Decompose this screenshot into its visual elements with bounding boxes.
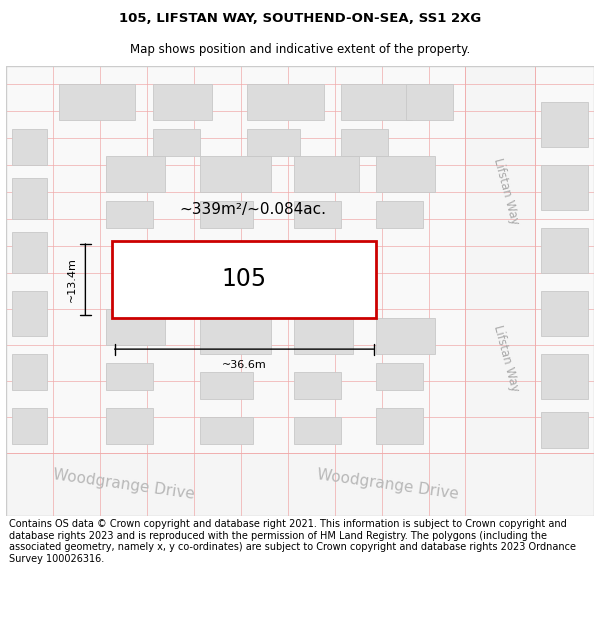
Text: ~36.6m: ~36.6m bbox=[222, 361, 266, 371]
Bar bbox=[12, 354, 47, 389]
Bar bbox=[541, 228, 588, 272]
Bar bbox=[541, 354, 588, 399]
Bar bbox=[112, 241, 376, 318]
Text: Contains OS data © Crown copyright and database right 2021. This information is : Contains OS data © Crown copyright and d… bbox=[9, 519, 576, 564]
Bar bbox=[464, 66, 535, 452]
Text: 105, LIFSTAN WAY, SOUTHEND-ON-SEA, SS1 2XG: 105, LIFSTAN WAY, SOUTHEND-ON-SEA, SS1 2… bbox=[119, 12, 481, 25]
Text: Woodgrange Drive: Woodgrange Drive bbox=[316, 467, 460, 501]
Bar bbox=[541, 102, 588, 147]
Bar bbox=[153, 129, 200, 156]
Bar bbox=[376, 201, 424, 228]
Bar bbox=[106, 362, 153, 389]
Bar bbox=[341, 84, 412, 119]
Bar bbox=[6, 452, 594, 516]
Text: ~339m²/~0.084ac.: ~339m²/~0.084ac. bbox=[179, 202, 326, 217]
Bar bbox=[541, 412, 588, 448]
Bar bbox=[376, 156, 435, 192]
Bar bbox=[106, 309, 165, 344]
Text: Map shows position and indicative extent of the property.: Map shows position and indicative extent… bbox=[130, 42, 470, 56]
Text: ~13.4m: ~13.4m bbox=[67, 257, 77, 302]
Bar bbox=[106, 201, 153, 228]
Bar bbox=[59, 84, 136, 119]
Bar bbox=[406, 84, 453, 119]
Bar bbox=[200, 417, 253, 444]
Bar bbox=[541, 291, 588, 336]
Bar bbox=[247, 84, 323, 119]
Bar bbox=[12, 291, 47, 336]
Bar bbox=[200, 309, 271, 354]
Bar bbox=[12, 408, 47, 444]
Bar bbox=[12, 129, 47, 164]
Bar bbox=[200, 201, 253, 228]
Text: Woodgrange Drive: Woodgrange Drive bbox=[52, 467, 196, 501]
Bar bbox=[541, 164, 588, 209]
Bar bbox=[200, 156, 271, 192]
Bar bbox=[106, 156, 165, 192]
Text: Lifstan Way: Lifstan Way bbox=[491, 323, 521, 393]
Text: Lifstan Way: Lifstan Way bbox=[491, 157, 521, 226]
Bar bbox=[106, 408, 153, 444]
Bar bbox=[12, 232, 47, 272]
Bar bbox=[376, 318, 435, 354]
Bar bbox=[200, 372, 253, 399]
Bar bbox=[341, 129, 388, 156]
Bar bbox=[12, 178, 47, 219]
Bar bbox=[247, 129, 300, 156]
Bar bbox=[153, 84, 212, 119]
Bar bbox=[376, 408, 424, 444]
Bar bbox=[294, 417, 341, 444]
Bar bbox=[294, 318, 353, 354]
Text: 105: 105 bbox=[221, 268, 267, 291]
Bar bbox=[376, 362, 424, 389]
Bar bbox=[294, 201, 341, 228]
Bar bbox=[294, 156, 359, 192]
Bar bbox=[294, 372, 341, 399]
